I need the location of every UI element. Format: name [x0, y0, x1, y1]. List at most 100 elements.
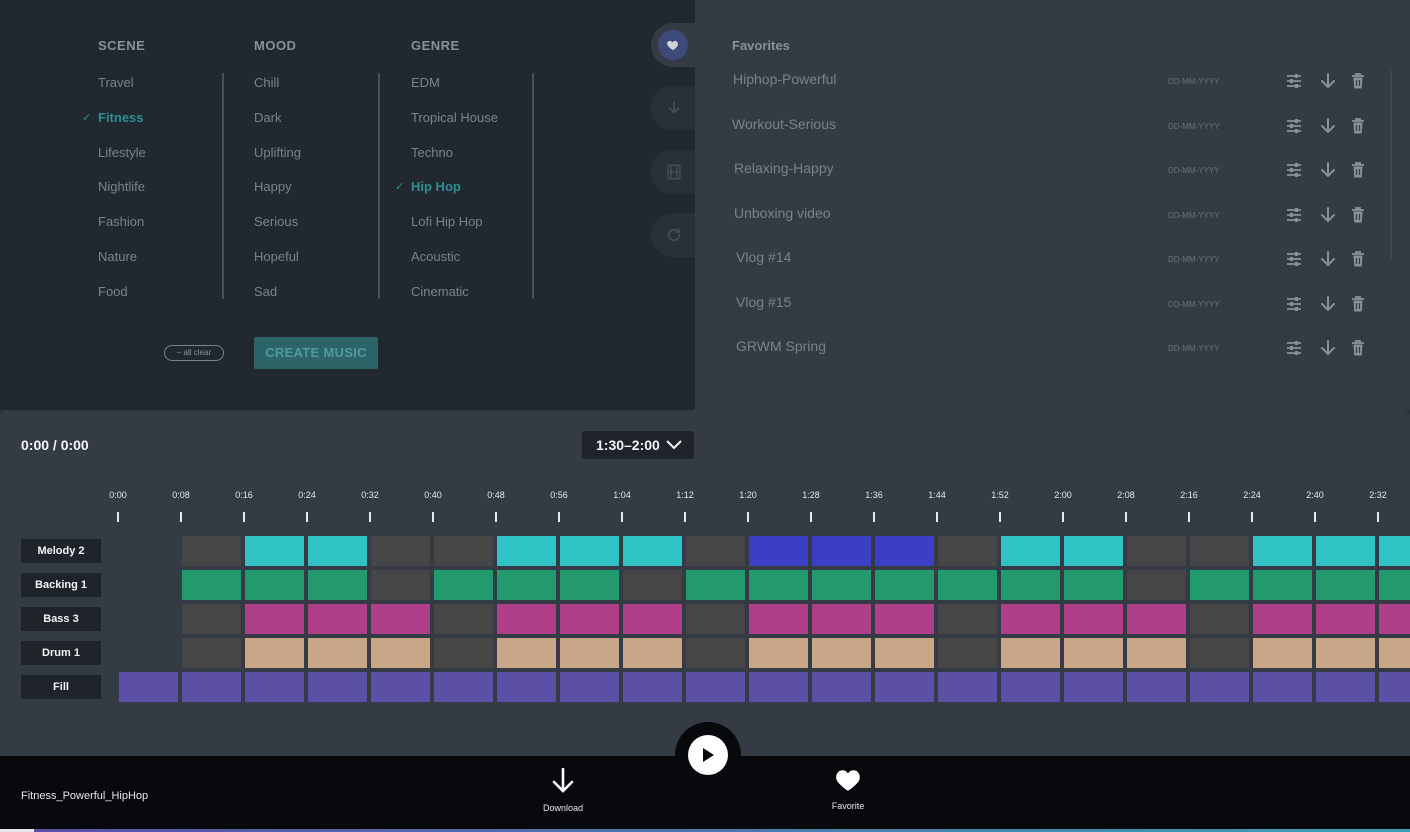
- track-segment[interactable]: [1064, 536, 1123, 566]
- track-segment[interactable]: [623, 570, 682, 600]
- all-clear-button[interactable]: – all clear: [164, 345, 224, 361]
- track-segment[interactable]: [119, 672, 178, 702]
- settings-sliders-icon[interactable]: [1285, 161, 1303, 179]
- track-segment[interactable]: [686, 638, 745, 668]
- track-segment[interactable]: [308, 672, 367, 702]
- track-segment[interactable]: [749, 672, 808, 702]
- track-segment[interactable]: [686, 536, 745, 566]
- track-segment[interactable]: [560, 672, 619, 702]
- play-button[interactable]: [688, 735, 728, 775]
- track-segment[interactable]: [497, 638, 556, 668]
- track-label[interactable]: Drum 1: [21, 641, 101, 665]
- track-segment[interactable]: [1127, 604, 1186, 634]
- settings-sliders-icon[interactable]: [1285, 339, 1303, 357]
- genre-option[interactable]: Cinematic: [411, 283, 469, 299]
- track-segment[interactable]: [1190, 638, 1249, 668]
- track-segment[interactable]: [371, 536, 430, 566]
- download-icon[interactable]: [1319, 117, 1337, 135]
- track-segment[interactable]: [749, 536, 808, 566]
- mood-option[interactable]: Uplifting: [254, 144, 301, 160]
- track-segment[interactable]: [434, 604, 493, 634]
- track-segment[interactable]: [308, 570, 367, 600]
- track-segment[interactable]: [182, 604, 241, 634]
- genre-option[interactable]: Acoustic: [411, 249, 461, 264]
- track-segment[interactable]: [1316, 638, 1375, 668]
- track-segment[interactable]: [812, 638, 871, 668]
- track-segment[interactable]: [434, 672, 493, 702]
- video-tab[interactable]: [651, 150, 695, 194]
- genre-option[interactable]: Hip Hop: [411, 179, 461, 195]
- track-label[interactable]: Fill: [21, 675, 101, 699]
- track-segment[interactable]: [686, 672, 745, 702]
- download-icon[interactable]: [1319, 206, 1337, 224]
- history-tab[interactable]: [651, 213, 695, 257]
- track-segment[interactable]: [1127, 672, 1186, 702]
- track-segment[interactable]: [1190, 570, 1249, 600]
- track-segment[interactable]: [182, 672, 241, 702]
- track-segment[interactable]: [497, 604, 556, 634]
- track-label[interactable]: Bass 3: [21, 607, 101, 631]
- track-segment[interactable]: [875, 672, 934, 702]
- mood-option[interactable]: Dark: [254, 109, 282, 125]
- track-segment[interactable]: [1379, 604, 1410, 634]
- track-segment[interactable]: [1379, 638, 1410, 668]
- track-segment[interactable]: [371, 672, 430, 702]
- track-segment[interactable]: [1379, 536, 1410, 566]
- track-segment[interactable]: [434, 638, 493, 668]
- create-music-button[interactable]: CREATE MUSIC: [254, 337, 378, 369]
- favorite-button[interactable]: Favorite: [808, 768, 888, 811]
- track-segment[interactable]: [308, 604, 367, 634]
- favorite-name[interactable]: Hiphop-Powerful: [733, 71, 837, 87]
- track-segment[interactable]: [749, 570, 808, 600]
- favorite-name[interactable]: Unboxing video: [734, 204, 831, 221]
- playback-progress[interactable]: [0, 829, 1410, 832]
- track-segment[interactable]: [182, 638, 241, 668]
- settings-sliders-icon[interactable]: [1285, 72, 1303, 90]
- track-segment[interactable]: [560, 536, 619, 566]
- track-segment[interactable]: [1190, 536, 1249, 566]
- track-segment[interactable]: [1253, 638, 1312, 668]
- track-segment[interactable]: [1316, 536, 1375, 566]
- downloads-tab[interactable]: [651, 86, 695, 130]
- track-segment[interactable]: [434, 536, 493, 566]
- track-segment[interactable]: [1001, 638, 1060, 668]
- scene-option[interactable]: Fashion: [98, 214, 145, 230]
- track-segment[interactable]: [1001, 570, 1060, 600]
- track-segment[interactable]: [1190, 604, 1249, 634]
- track-segment[interactable]: [1127, 570, 1186, 600]
- track-segment[interactable]: [938, 570, 997, 600]
- track-segment[interactable]: [560, 604, 619, 634]
- download-icon[interactable]: [1319, 295, 1337, 313]
- track-segment[interactable]: [371, 638, 430, 668]
- track-segment[interactable]: [875, 536, 934, 566]
- favorites-scrollbar[interactable]: [1390, 70, 1392, 260]
- track-segment[interactable]: [1253, 604, 1312, 634]
- track-segment[interactable]: [497, 536, 556, 566]
- track-segment[interactable]: [182, 570, 241, 600]
- scene-option[interactable]: Nature: [98, 249, 138, 264]
- track-segment[interactable]: [1316, 570, 1375, 600]
- track-segment[interactable]: [749, 604, 808, 634]
- track-segment[interactable]: [875, 604, 934, 634]
- track-segment[interactable]: [686, 570, 745, 600]
- favorite-name[interactable]: GRWM Spring: [736, 338, 826, 354]
- track-segment[interactable]: [1253, 570, 1312, 600]
- track-segment[interactable]: [1064, 672, 1123, 702]
- track-segment[interactable]: [1379, 672, 1410, 702]
- download-icon[interactable]: [1319, 250, 1337, 268]
- track-segment[interactable]: [938, 604, 997, 634]
- track-segment[interactable]: [812, 570, 871, 600]
- track-segment[interactable]: [245, 536, 304, 566]
- trash-icon[interactable]: [1349, 250, 1367, 268]
- track-segment[interactable]: [497, 672, 556, 702]
- settings-sliders-icon[interactable]: [1285, 295, 1303, 313]
- track-segment[interactable]: [812, 536, 871, 566]
- track-segment[interactable]: [1001, 536, 1060, 566]
- scene-option[interactable]: Nightlife: [98, 179, 145, 195]
- mood-option[interactable]: Hopeful: [254, 249, 299, 264]
- track-segment[interactable]: [1316, 672, 1375, 702]
- track-segment[interactable]: [812, 604, 871, 634]
- settings-sliders-icon[interactable]: [1285, 117, 1303, 135]
- track-segment[interactable]: [1064, 638, 1123, 668]
- track-segment[interactable]: [1064, 604, 1123, 634]
